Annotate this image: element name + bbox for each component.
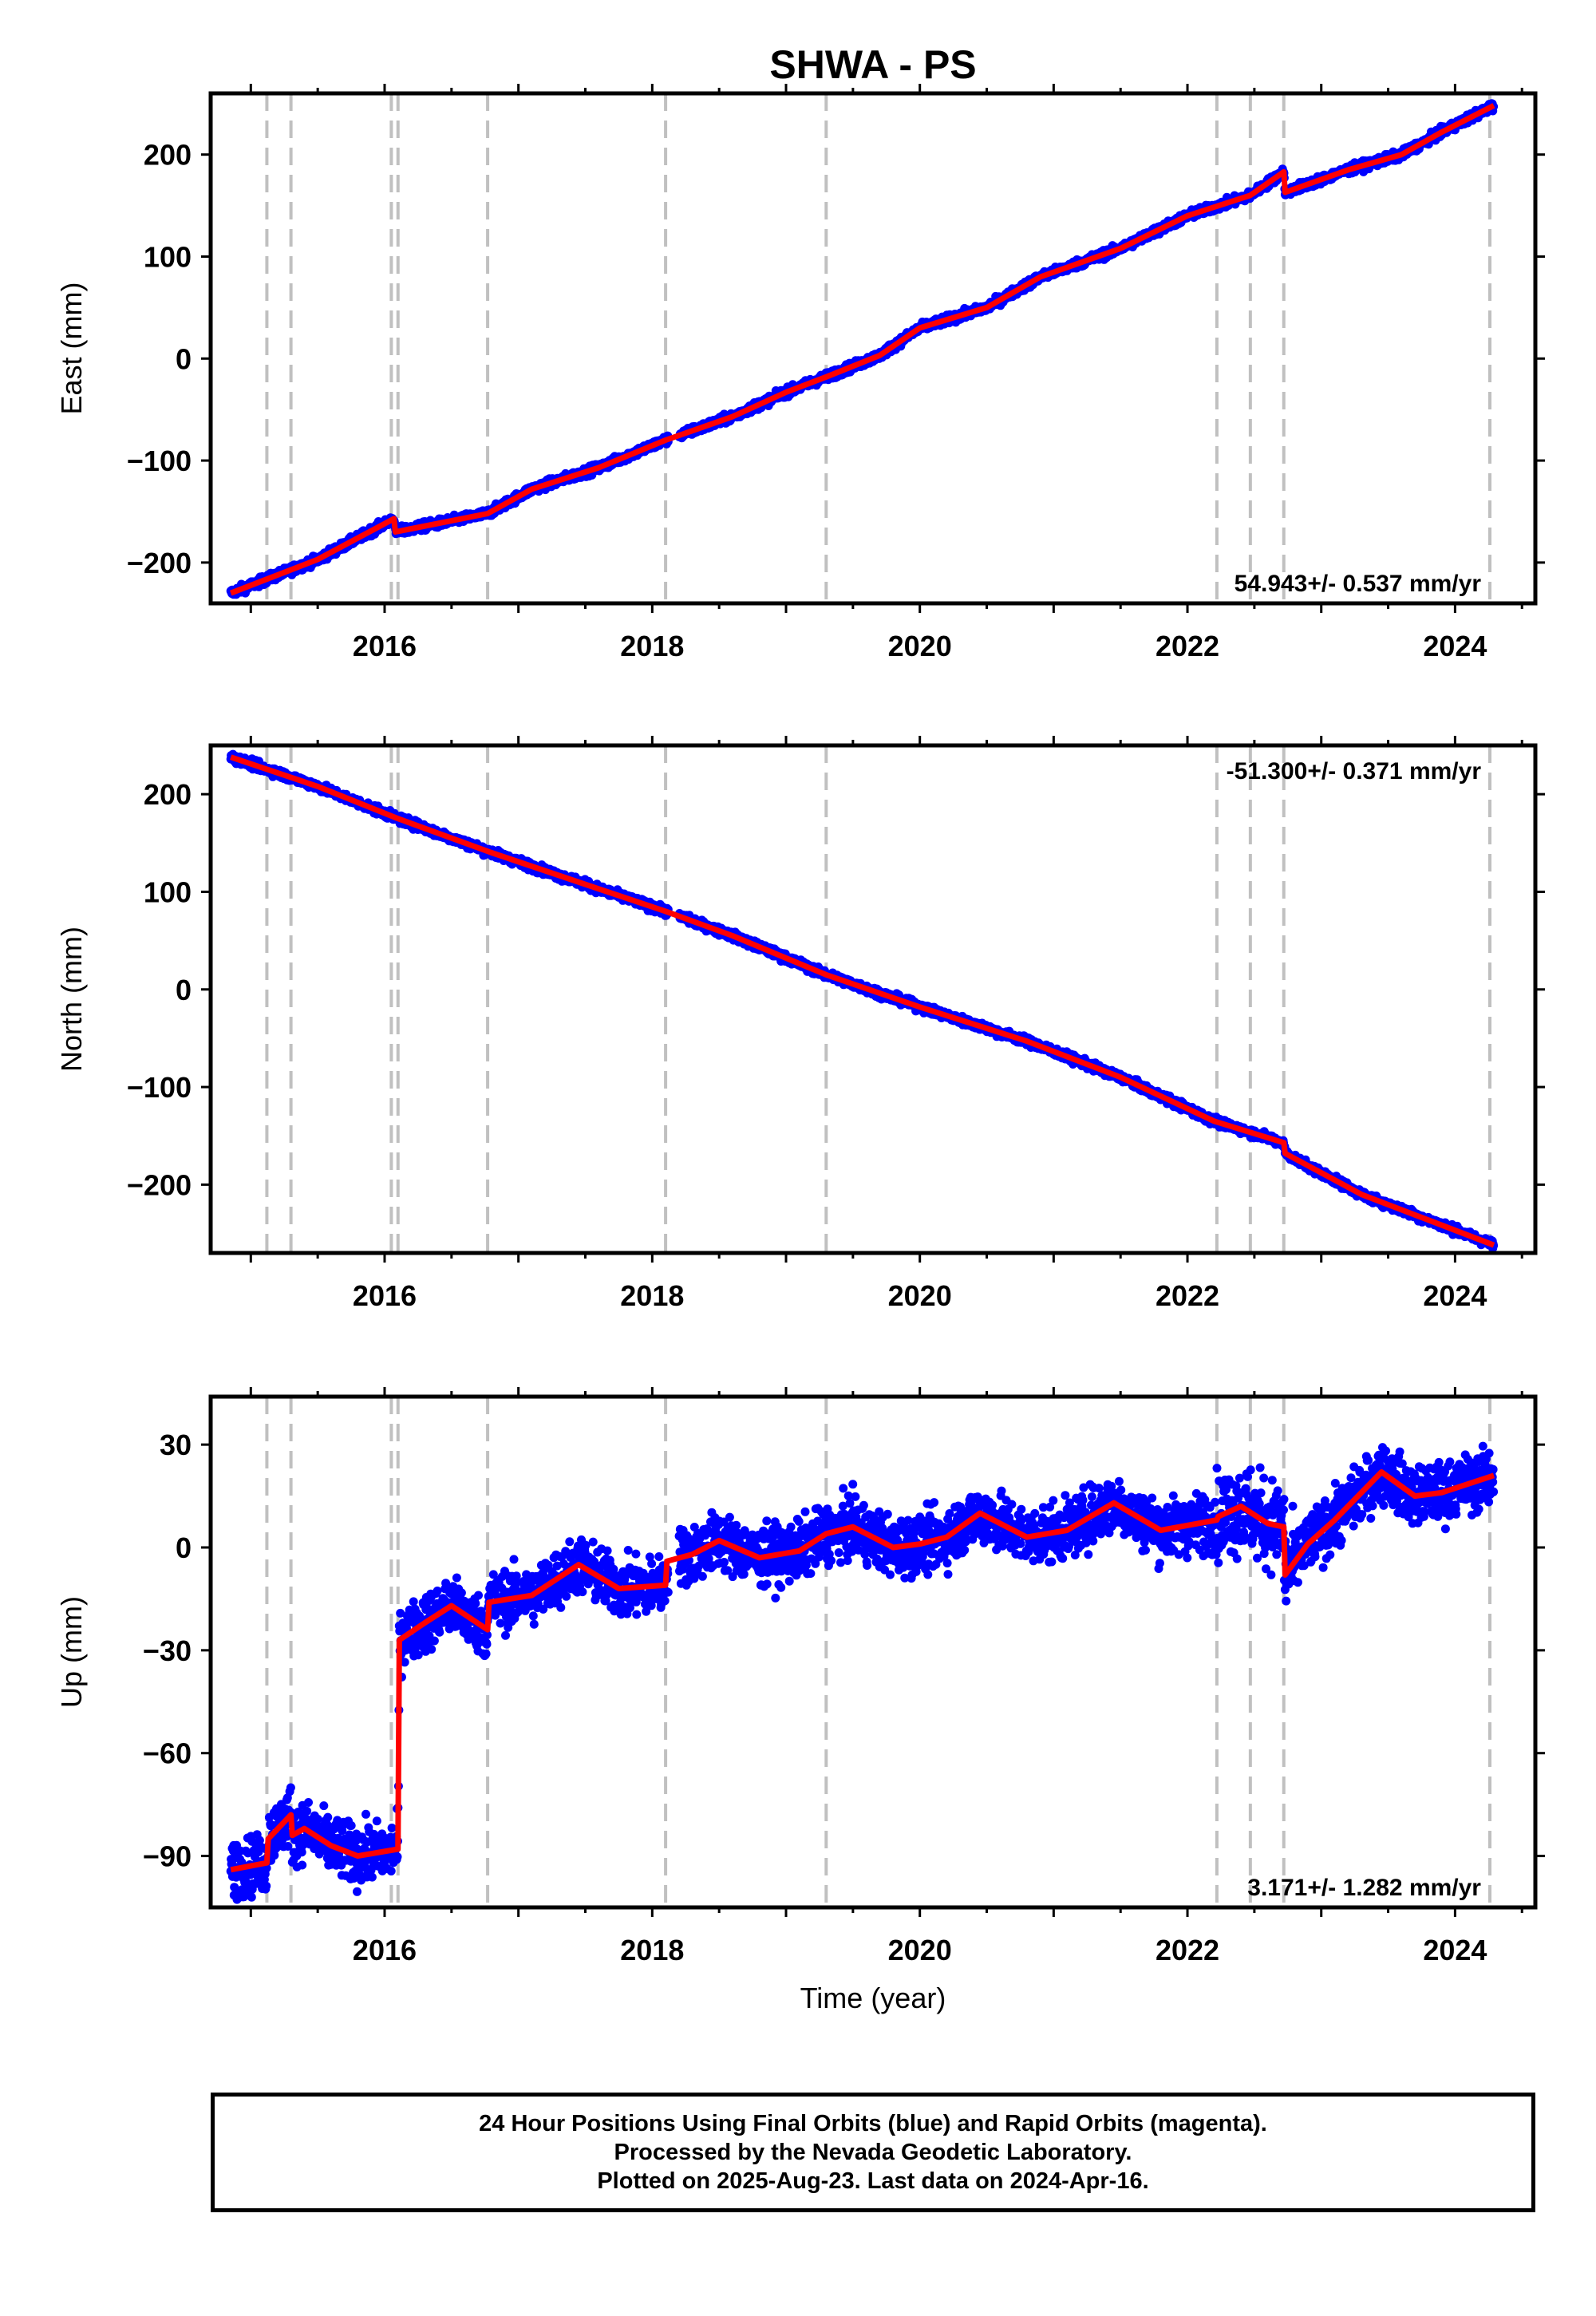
east-observation-points xyxy=(226,99,1499,599)
east-y-tick-label: 200 xyxy=(144,139,192,172)
east-model-line xyxy=(229,103,1495,596)
east-x-tick-label: 2022 xyxy=(1156,630,1219,662)
east-rate-label: 54.943+/- 0.537 mm/yr xyxy=(1235,571,1482,597)
east-x-tick-label: 2024 xyxy=(1423,630,1487,662)
east-y-tick-label: 100 xyxy=(144,240,192,273)
east-x-tick-label: 2018 xyxy=(620,630,684,662)
east-frame xyxy=(208,91,1538,606)
east-y-axis-label: East (mm) xyxy=(55,283,88,415)
east-y-tick-label: −200 xyxy=(127,547,192,579)
chart-title: SHWA - PS xyxy=(769,42,976,87)
east-x-tick-label: 2016 xyxy=(353,630,417,662)
east-y-tick-label: −100 xyxy=(127,445,192,477)
east-x-tick-label: 2020 xyxy=(888,630,952,662)
east-y-tick-label: 0 xyxy=(176,342,192,375)
north-panel: 2016 2018 2020 2022 2024−200−1000100200North… xyxy=(55,736,1545,1312)
east-panel: 2016 2018 2020 2022 2024 −200 −100 0 100 200 East … xyxy=(55,84,1545,662)
